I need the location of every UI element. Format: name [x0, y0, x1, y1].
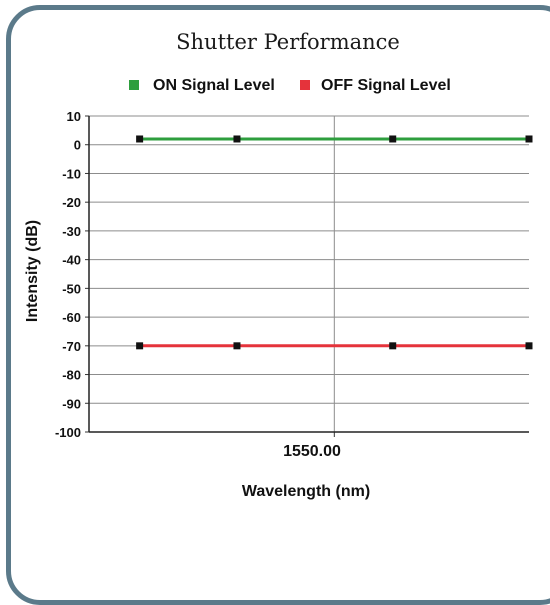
- y-tick-label: -30: [62, 224, 81, 239]
- y-tick-label: -60: [62, 310, 81, 325]
- legend-label-on: ON Signal Level: [153, 77, 275, 94]
- y-tick-label: -40: [62, 253, 81, 268]
- y-tick-label: -70: [62, 339, 81, 354]
- data-point: [525, 342, 533, 350]
- data-point: [136, 135, 144, 143]
- y-tick-label: -100: [55, 425, 81, 440]
- y-tick-label: -10: [62, 166, 81, 181]
- plot-area: 10 0 -10 -20 -30 -40 -50 -60 -70 -80 -90 -100: [55, 109, 533, 440]
- data-point: [389, 342, 397, 350]
- data-point: [233, 135, 241, 143]
- data-point: [233, 342, 241, 350]
- y-tick-label: -20: [62, 195, 81, 210]
- chart-frame: [6, 5, 550, 605]
- y-tick-label: 10: [67, 109, 81, 124]
- legend: ON Signal Level OFF Signal Level: [129, 77, 451, 94]
- y-axis-label: Intensity (dB): [24, 220, 41, 322]
- legend-label-off: OFF Signal Level: [321, 77, 451, 94]
- chart-title: Shutter Performance: [176, 30, 400, 54]
- x-axis-label: Wavelength (nm): [242, 483, 370, 500]
- legend-swatch-on: [129, 80, 139, 90]
- chart: Shutter Performance ON Signal Level OFF …: [24, 30, 533, 500]
- data-point: [389, 135, 397, 143]
- legend-swatch-off: [300, 80, 310, 90]
- y-tick-label: -90: [62, 396, 81, 411]
- data-point: [136, 342, 144, 350]
- y-tick-label: 0: [74, 138, 81, 153]
- y-tick-label: -50: [62, 281, 81, 296]
- x-tick-label: 1550.00: [283, 443, 341, 460]
- data-point: [525, 135, 533, 143]
- y-tick-label: -80: [62, 368, 81, 383]
